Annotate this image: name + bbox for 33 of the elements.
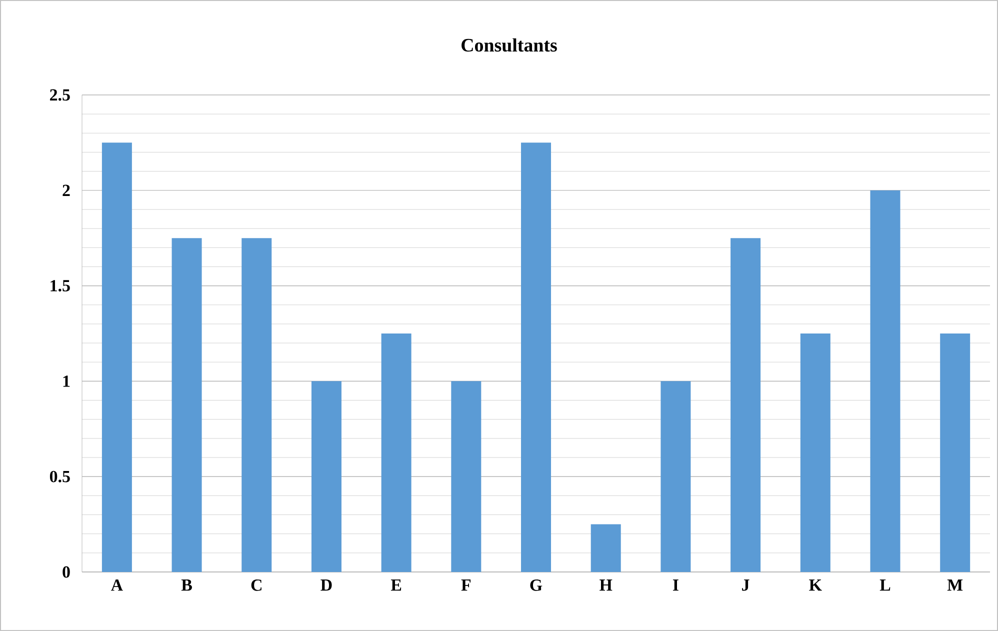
- bar: [242, 238, 272, 572]
- x-tick-label: J: [742, 580, 750, 591]
- bar: [172, 238, 202, 572]
- bar: [381, 333, 412, 572]
- x-tick-label: M: [947, 580, 963, 591]
- chart-title: Consultants: [462, 38, 557, 52]
- bar: [521, 142, 552, 572]
- y-tick-label: 1: [63, 376, 70, 387]
- x-tick-label: F: [461, 580, 471, 591]
- bar: [311, 381, 342, 572]
- bar: [590, 524, 621, 572]
- x-tick-label: H: [600, 580, 612, 591]
- x-tick-label: E: [390, 580, 402, 591]
- x-tick-label: D: [320, 580, 332, 591]
- x-tick-label: A: [110, 579, 123, 591]
- x-tick-label: I: [672, 580, 678, 591]
- y-tick-label: 0.5: [50, 470, 70, 482]
- bar: [102, 142, 132, 572]
- y-tick-label: 0: [62, 566, 70, 578]
- y-tick-label: 2: [62, 184, 70, 196]
- x-tick-label: C: [251, 580, 262, 591]
- bar: [870, 190, 900, 572]
- x-tick-label: K: [809, 580, 822, 591]
- x-tick-label: G: [530, 580, 542, 591]
- y-tick-label: 2.5: [50, 89, 70, 101]
- x-tick-label: B: [181, 580, 192, 591]
- bar: [800, 333, 830, 572]
- bar: [940, 333, 970, 572]
- bar: [660, 381, 691, 572]
- y-tick-label: 1.5: [50, 280, 70, 292]
- bar: [730, 238, 761, 572]
- x-tick-label: L: [880, 580, 890, 591]
- bar: [451, 381, 482, 572]
